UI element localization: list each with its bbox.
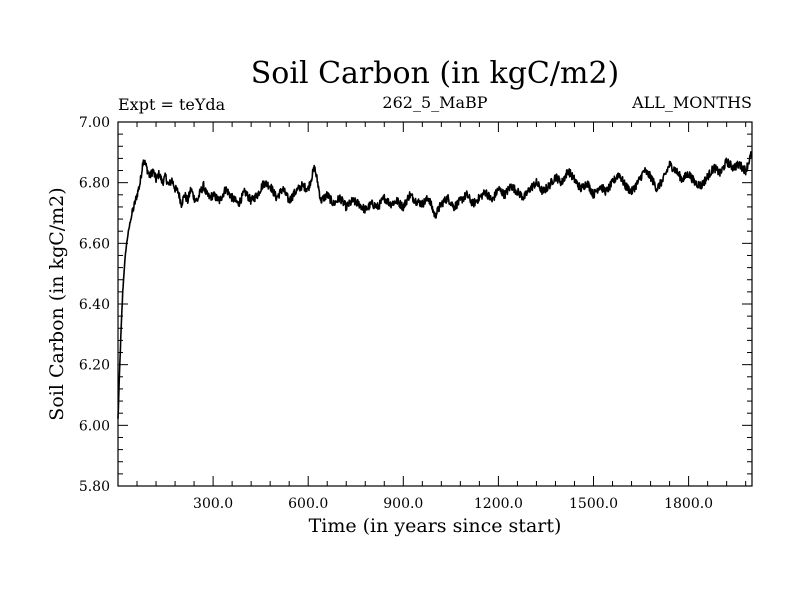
y-tick-label: 7.00 — [79, 115, 110, 131]
y-tick-label: 6.80 — [79, 176, 110, 192]
x-axis-label: Time (in years since start) — [309, 515, 562, 537]
plot-area — [117, 151, 753, 419]
plot-frame — [117, 121, 753, 487]
x-tick-label: 1500.0 — [569, 496, 618, 512]
x-tick-label: 600.0 — [288, 496, 328, 512]
y-tick-label: 6.40 — [79, 297, 110, 313]
y-tick-label: 5.80 — [79, 479, 110, 495]
x-tick-label: 1800.0 — [664, 496, 713, 512]
y-tick-label: 6.60 — [79, 236, 110, 252]
axis-ticks: 300.0 600.0 900.0 1200.0 1500.0 1800.0 5.80 6.0… — [79, 115, 752, 512]
months-label: ALL_MONTHS — [631, 93, 752, 112]
y-axis-label: Soil Carbon (in kgC/m2) — [46, 187, 68, 420]
y-tick-label: 6.20 — [79, 358, 110, 374]
y-tick-label: 6.00 — [79, 418, 110, 434]
period-label: 262_5_MaBP — [382, 93, 487, 112]
x-tick-label: 1200.0 — [474, 496, 523, 512]
x-tick-label: 300.0 — [193, 496, 233, 512]
x-tick-label: 900.0 — [383, 496, 423, 512]
experiment-label: Expt = teYda — [118, 95, 226, 114]
series-line-0 — [117, 151, 753, 419]
chart-title: Soil Carbon (in kgC/m2) — [251, 56, 619, 91]
